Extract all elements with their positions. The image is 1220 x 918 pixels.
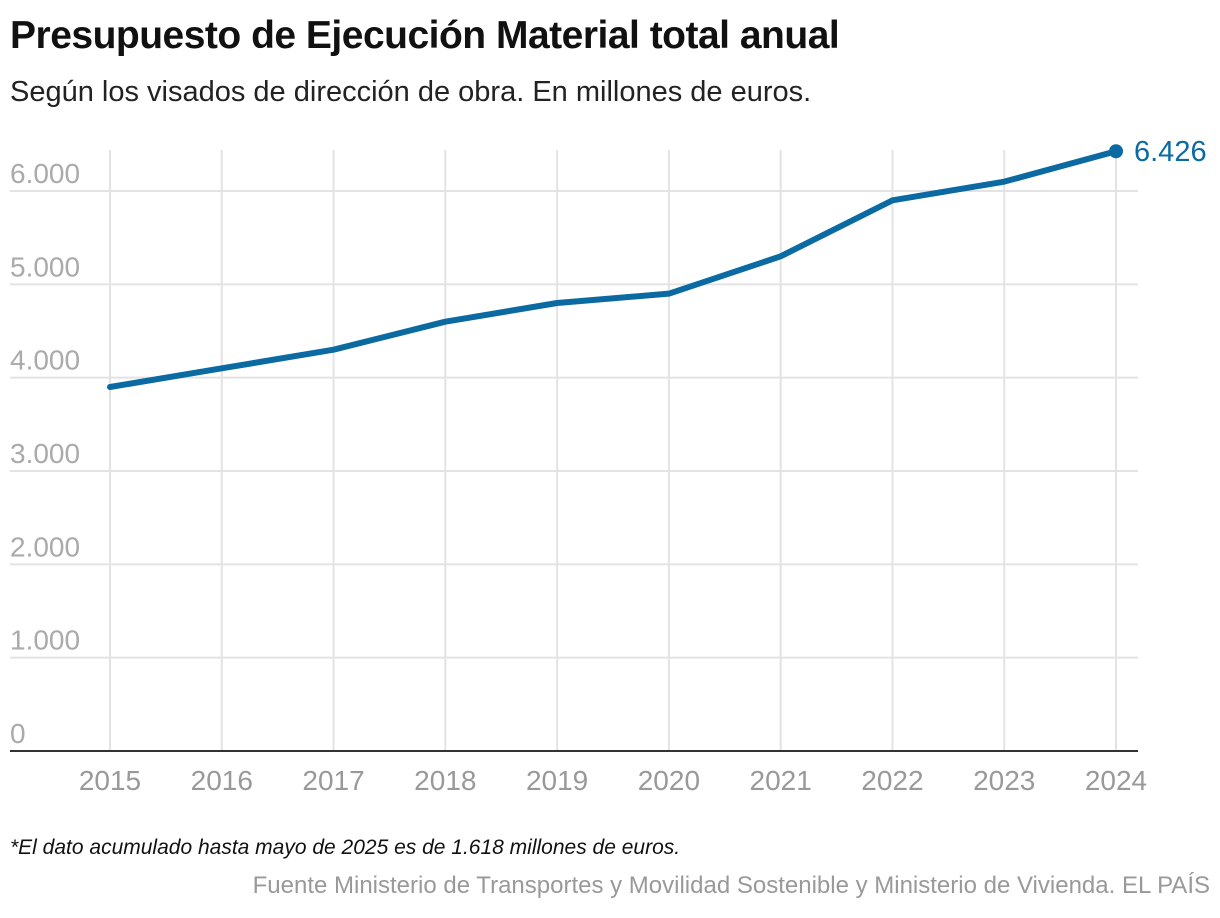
chart-title: Presupuesto de Ejecución Material total … xyxy=(10,14,840,57)
x-tick-label: 2021 xyxy=(750,765,812,796)
y-tick-label: 6.000 xyxy=(10,158,80,189)
y-tick-label: 3.000 xyxy=(10,438,80,469)
end-value-label: 6.426 xyxy=(1134,136,1207,168)
chart-subtitle: Según los visados de dirección de obra. … xyxy=(10,76,812,108)
source-credit: Fuente Ministerio de Transportes y Movil… xyxy=(252,872,1210,899)
y-tick-label: 4.000 xyxy=(10,345,80,376)
x-tick-label: 2022 xyxy=(861,765,923,796)
x-tick-label: 2024 xyxy=(1085,765,1147,796)
x-tick-label: 2023 xyxy=(973,765,1035,796)
y-tick-label: 1.000 xyxy=(10,625,80,656)
x-tick-label: 2016 xyxy=(191,765,253,796)
x-tick-label: 2015 xyxy=(79,765,141,796)
y-tick-label: 0 xyxy=(10,718,26,749)
end-point-marker xyxy=(1109,144,1123,159)
x-tick-label: 2019 xyxy=(526,765,588,796)
footnote: *El dato acumulado hasta mayo de 2025 es… xyxy=(10,836,681,859)
y-tick-label: 5.000 xyxy=(10,251,80,282)
series-line xyxy=(107,148,1119,390)
x-tick-label: 2020 xyxy=(638,765,700,796)
x-tick-label: 2017 xyxy=(302,765,364,796)
line-chart: 0 1.000 2.000 3.000 4.000 5.000 6.000 2015 2016 2… xyxy=(10,136,1207,796)
y-tick-label: 2.000 xyxy=(10,531,80,562)
x-tick-label: 2018 xyxy=(414,765,476,796)
